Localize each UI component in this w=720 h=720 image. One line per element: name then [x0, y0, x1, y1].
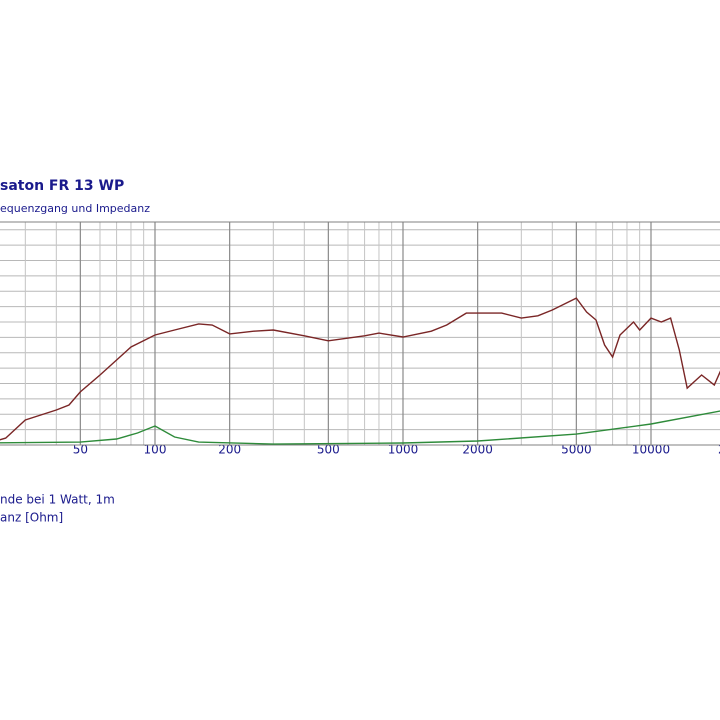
x-tick-label: 20: [718, 443, 720, 457]
x-tick-label: 1000: [388, 443, 419, 457]
chart-title: saton FR 13 WP: [0, 178, 124, 194]
x-tick-label: 5000: [561, 443, 592, 457]
x-tick-label: 200: [218, 443, 241, 457]
x-tick-label: 500: [317, 443, 340, 457]
legend-label: anz [Ohm]: [0, 511, 63, 525]
plot-frame: [0, 221, 720, 446]
series-line: [0, 297, 720, 441]
legend-label: nde bei 1 Watt, 1m: [0, 493, 115, 507]
x-tick-label: 100: [144, 443, 167, 457]
x-tick-label: 2000: [462, 443, 493, 457]
x-tick-label: 10000: [632, 443, 670, 457]
x-tick-label: 50: [73, 443, 88, 457]
series-line: [0, 410, 720, 445]
chart-subtitle: equenzgang und Impedanz: [0, 202, 150, 215]
